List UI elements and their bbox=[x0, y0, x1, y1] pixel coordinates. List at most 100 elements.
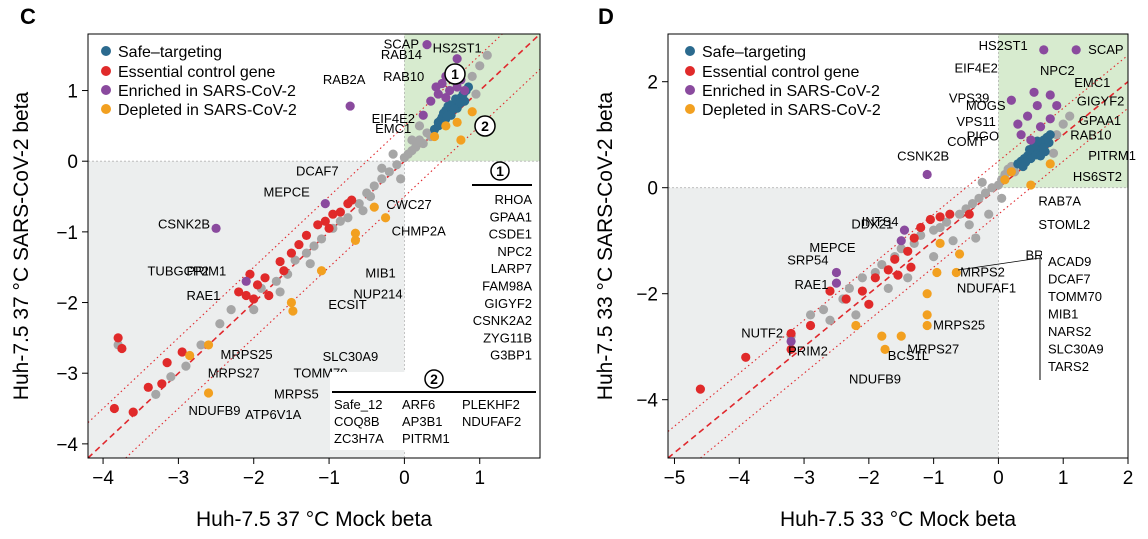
box-2-gene: Safe_12 bbox=[334, 397, 382, 412]
essential-point bbox=[864, 299, 874, 309]
point-label: MEPCE bbox=[809, 240, 856, 255]
x-tick-label: −3 bbox=[793, 468, 815, 489]
point-label: MRPS27 bbox=[208, 366, 260, 381]
essential-point bbox=[113, 333, 123, 343]
point-label: PRIM2 bbox=[788, 344, 828, 359]
depleted-point bbox=[316, 266, 327, 276]
point-label: PIGO bbox=[967, 129, 1000, 144]
box-1-gene: RHOA bbox=[494, 192, 532, 207]
legend-safe-marker bbox=[101, 46, 111, 56]
enriched-point bbox=[1013, 119, 1023, 129]
box-2-gene: NDUFAF2 bbox=[462, 414, 521, 429]
enriched-point bbox=[831, 267, 842, 278]
essential-point bbox=[249, 294, 259, 304]
legend-depleted-label: Depleted in SARS-CoV-2 bbox=[702, 102, 881, 119]
essential-point bbox=[117, 343, 127, 354]
depleted-point bbox=[288, 306, 298, 316]
point-label: EMC1 bbox=[375, 121, 411, 136]
point-label: VPS11 bbox=[956, 114, 996, 129]
essential-point bbox=[301, 230, 312, 240]
enriched-point bbox=[1032, 100, 1042, 111]
x-tick-label: 2 bbox=[1123, 468, 1134, 489]
other-point bbox=[825, 315, 835, 325]
other-point bbox=[301, 248, 312, 258]
panel-c-y-axis-title: Huh-7.5 37 °C SARS-CoV-2 beta bbox=[10, 91, 33, 400]
x-tick-label: −5 bbox=[664, 468, 686, 489]
depleted-point bbox=[185, 350, 195, 361]
point-label: RAB2A bbox=[323, 72, 366, 87]
panel-d-letter: D bbox=[598, 4, 614, 29]
enriched-point bbox=[1026, 135, 1036, 145]
essential-point bbox=[786, 344, 796, 354]
point-label: MOGS bbox=[966, 98, 1006, 113]
point-label: RAE1 bbox=[794, 277, 828, 292]
other-point bbox=[414, 121, 425, 131]
depleted-point bbox=[922, 310, 932, 320]
enriched-point bbox=[1006, 95, 1016, 105]
lower-bound-line bbox=[125, 68, 541, 459]
other-point bbox=[369, 181, 379, 191]
safe-point bbox=[449, 104, 459, 114]
enriched-point bbox=[1029, 87, 1039, 97]
point-label: NDUFAF1 bbox=[957, 281, 1016, 296]
point-label: EIF4E2 bbox=[954, 60, 997, 75]
box-1-gene: CSDE1 bbox=[489, 227, 532, 242]
essential-point bbox=[741, 352, 751, 362]
other-point bbox=[411, 142, 421, 152]
legend-depleted-label: Depleted in SARS-CoV-2 bbox=[118, 102, 297, 119]
point-label: MRPS25 bbox=[933, 318, 985, 333]
essential-point bbox=[177, 347, 187, 357]
point-label: SLC30A9 bbox=[323, 349, 379, 364]
other-point bbox=[467, 71, 477, 81]
enriched-point bbox=[1016, 130, 1026, 140]
point-label: HS6ST2 bbox=[1073, 169, 1122, 184]
box-2-gene: PLEKHF2 bbox=[462, 397, 520, 412]
other-point bbox=[967, 199, 978, 209]
box-2-gene: AP3B1 bbox=[402, 414, 442, 429]
essential-point bbox=[328, 209, 338, 219]
box-2-gene-list: 2 Safe_12 ARF6 PLEKHF2 COQ8B AP3B1 NDUFAF2 ZC3… bbox=[330, 369, 538, 450]
enriched-point bbox=[1035, 122, 1046, 132]
safe-point bbox=[1018, 161, 1028, 172]
enriched-point bbox=[418, 110, 428, 120]
essential-point bbox=[786, 328, 796, 339]
legend-safe-label: Safe–targeting bbox=[118, 44, 222, 61]
box-2-gene: COQ8B bbox=[334, 414, 380, 429]
x-tick-label: 0 bbox=[399, 468, 410, 489]
other-point bbox=[384, 167, 394, 177]
point-label: NUP214 bbox=[353, 286, 402, 301]
essential-point bbox=[128, 407, 138, 417]
other-point bbox=[1058, 119, 1068, 129]
point-label: NDUFB9 bbox=[189, 403, 241, 418]
essential-point bbox=[964, 209, 974, 219]
enriched-point bbox=[445, 85, 455, 96]
essential-point bbox=[870, 273, 880, 283]
enriched-point bbox=[460, 85, 470, 96]
other-point bbox=[971, 233, 981, 243]
box-1-gene: CSNK2A2 bbox=[473, 313, 532, 328]
point-label: CHMP2A bbox=[392, 224, 447, 239]
depleted-point bbox=[380, 213, 391, 223]
other-point bbox=[226, 305, 236, 315]
circled-marker-1-ring bbox=[444, 63, 466, 85]
panel-c-plot-frame bbox=[87, 33, 541, 459]
box-d-gene: MIB1 bbox=[1048, 307, 1078, 322]
other-point bbox=[151, 389, 161, 399]
essential-point bbox=[286, 248, 296, 258]
box-1-gene: GPAA1 bbox=[490, 209, 532, 224]
essential-point bbox=[234, 287, 244, 297]
depleted-point bbox=[932, 267, 942, 278]
point-label: NPC2 bbox=[1040, 63, 1075, 78]
point-label: MRPS25 bbox=[221, 347, 273, 362]
depleted-point bbox=[429, 131, 440, 142]
y-tick-label: −4 bbox=[56, 435, 78, 456]
depleted-point bbox=[203, 388, 214, 398]
y-tick-label: −2 bbox=[636, 285, 658, 306]
essential-point bbox=[264, 290, 274, 301]
panel-c-letter: C bbox=[20, 4, 36, 29]
depleted-point bbox=[1045, 159, 1055, 169]
box-2-marker-ring bbox=[424, 369, 444, 389]
other-point bbox=[818, 305, 829, 315]
enriched-point bbox=[1039, 45, 1049, 55]
